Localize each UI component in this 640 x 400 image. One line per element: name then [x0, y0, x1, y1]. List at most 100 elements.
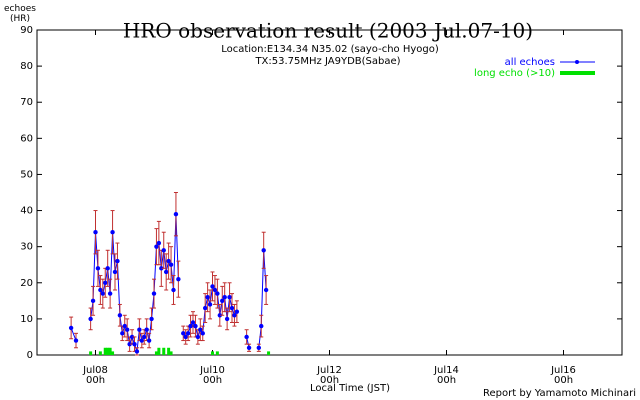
data-point	[154, 244, 159, 249]
y-tick-label: 30	[20, 242, 33, 253]
data-point	[244, 334, 249, 340]
y-tick-label: 90	[20, 25, 33, 36]
data-point	[215, 291, 220, 296]
long-echo-bar	[162, 347, 166, 355]
data-point	[95, 266, 101, 271]
long-echo-bar	[215, 351, 219, 355]
data-point	[227, 295, 232, 300]
long-echo-bar	[154, 351, 158, 355]
data-point	[198, 327, 203, 332]
data-point	[183, 334, 188, 340]
data-point	[122, 323, 127, 329]
data-point	[224, 316, 230, 322]
chart-subtitle: TX:53.75MHz JA9YDB(Sabae)	[254, 56, 400, 67]
data-point	[93, 230, 98, 235]
legend-swatch	[575, 60, 579, 64]
data-point	[73, 338, 79, 343]
long-echo-bar	[108, 347, 112, 355]
long-echo-bar	[98, 351, 102, 355]
data-point	[105, 266, 110, 271]
x-tick-label: Jul14 00h	[434, 365, 459, 386]
long-echo-bar	[89, 351, 93, 355]
data-point	[142, 334, 147, 340]
data-point	[190, 320, 196, 325]
y-tick-label: 50	[20, 169, 33, 180]
data-point	[229, 305, 235, 311]
x-tick-label: Jul16 00h	[551, 365, 576, 386]
data-point	[207, 302, 213, 307]
data-point	[139, 338, 145, 343]
long-echo-bar	[111, 351, 115, 355]
long-echo-bar	[167, 347, 171, 355]
legend-label: long echo (>10)	[474, 68, 555, 79]
data-point	[110, 230, 115, 235]
data-point	[210, 284, 215, 289]
data-point	[202, 305, 208, 311]
data-point	[232, 313, 237, 318]
data-point	[171, 287, 176, 293]
long-echo-bar	[211, 351, 214, 355]
y-tick-label: 0	[27, 350, 33, 361]
long-echo-bar	[169, 351, 173, 355]
data-point	[149, 316, 154, 322]
data-point	[166, 258, 171, 264]
data-point	[195, 334, 201, 340]
data-point	[88, 316, 93, 322]
data-point	[107, 291, 113, 296]
data-point	[185, 331, 191, 336]
long-echo-bar	[106, 347, 110, 355]
y-tick-label: 40	[20, 206, 33, 217]
data-point	[151, 291, 157, 296]
data-point	[188, 323, 193, 329]
data-point	[98, 287, 103, 293]
data-point	[137, 327, 142, 332]
data-point	[176, 276, 181, 282]
x-axis-label: Local Time (JST)	[310, 383, 390, 394]
data-point	[234, 309, 240, 314]
chart-subtitle: Location:E134.34 N35.02 (sayo-cho Hyogo)	[221, 44, 439, 55]
data-point	[161, 248, 166, 253]
legend-label: all echoes	[505, 57, 555, 68]
y-tick-label: 80	[20, 61, 33, 72]
data-point	[156, 240, 162, 246]
long-echo-bar	[103, 347, 107, 355]
data-point	[127, 341, 132, 347]
data-point	[261, 248, 266, 253]
data-point	[181, 331, 186, 336]
data-point	[163, 269, 169, 275]
y-axis-label: echoes (HR)	[4, 4, 36, 24]
y-tick-label: 10	[20, 314, 33, 325]
data-point	[256, 345, 262, 350]
data-point	[146, 338, 152, 343]
data-point	[68, 325, 74, 331]
data-point	[144, 327, 149, 332]
data-point	[200, 331, 205, 336]
data-point	[173, 211, 179, 217]
data-point	[159, 266, 164, 271]
data-point	[129, 334, 135, 340]
data-point	[117, 313, 123, 318]
data-point	[115, 258, 120, 264]
data-point	[134, 349, 140, 354]
series-line	[258, 250, 267, 348]
x-tick-label: Jul12 00h	[317, 365, 342, 386]
data-point	[132, 341, 137, 347]
data-point	[263, 287, 269, 293]
data-point	[90, 298, 96, 304]
data-point	[124, 327, 130, 332]
long-echo-bar	[157, 347, 161, 355]
data-point	[217, 313, 223, 318]
y-tick-label: 70	[20, 97, 33, 108]
x-tick-label: Jul10 00h	[200, 365, 225, 386]
data-point	[246, 345, 252, 350]
data-point	[193, 323, 198, 329]
footer: Report by Yamamoto Michinari	[483, 388, 636, 399]
data-point	[220, 298, 225, 304]
y-tick-label: 60	[20, 133, 33, 144]
data-point	[100, 291, 106, 296]
data-point	[112, 269, 118, 275]
data-point	[205, 295, 210, 300]
data-point	[103, 280, 108, 285]
